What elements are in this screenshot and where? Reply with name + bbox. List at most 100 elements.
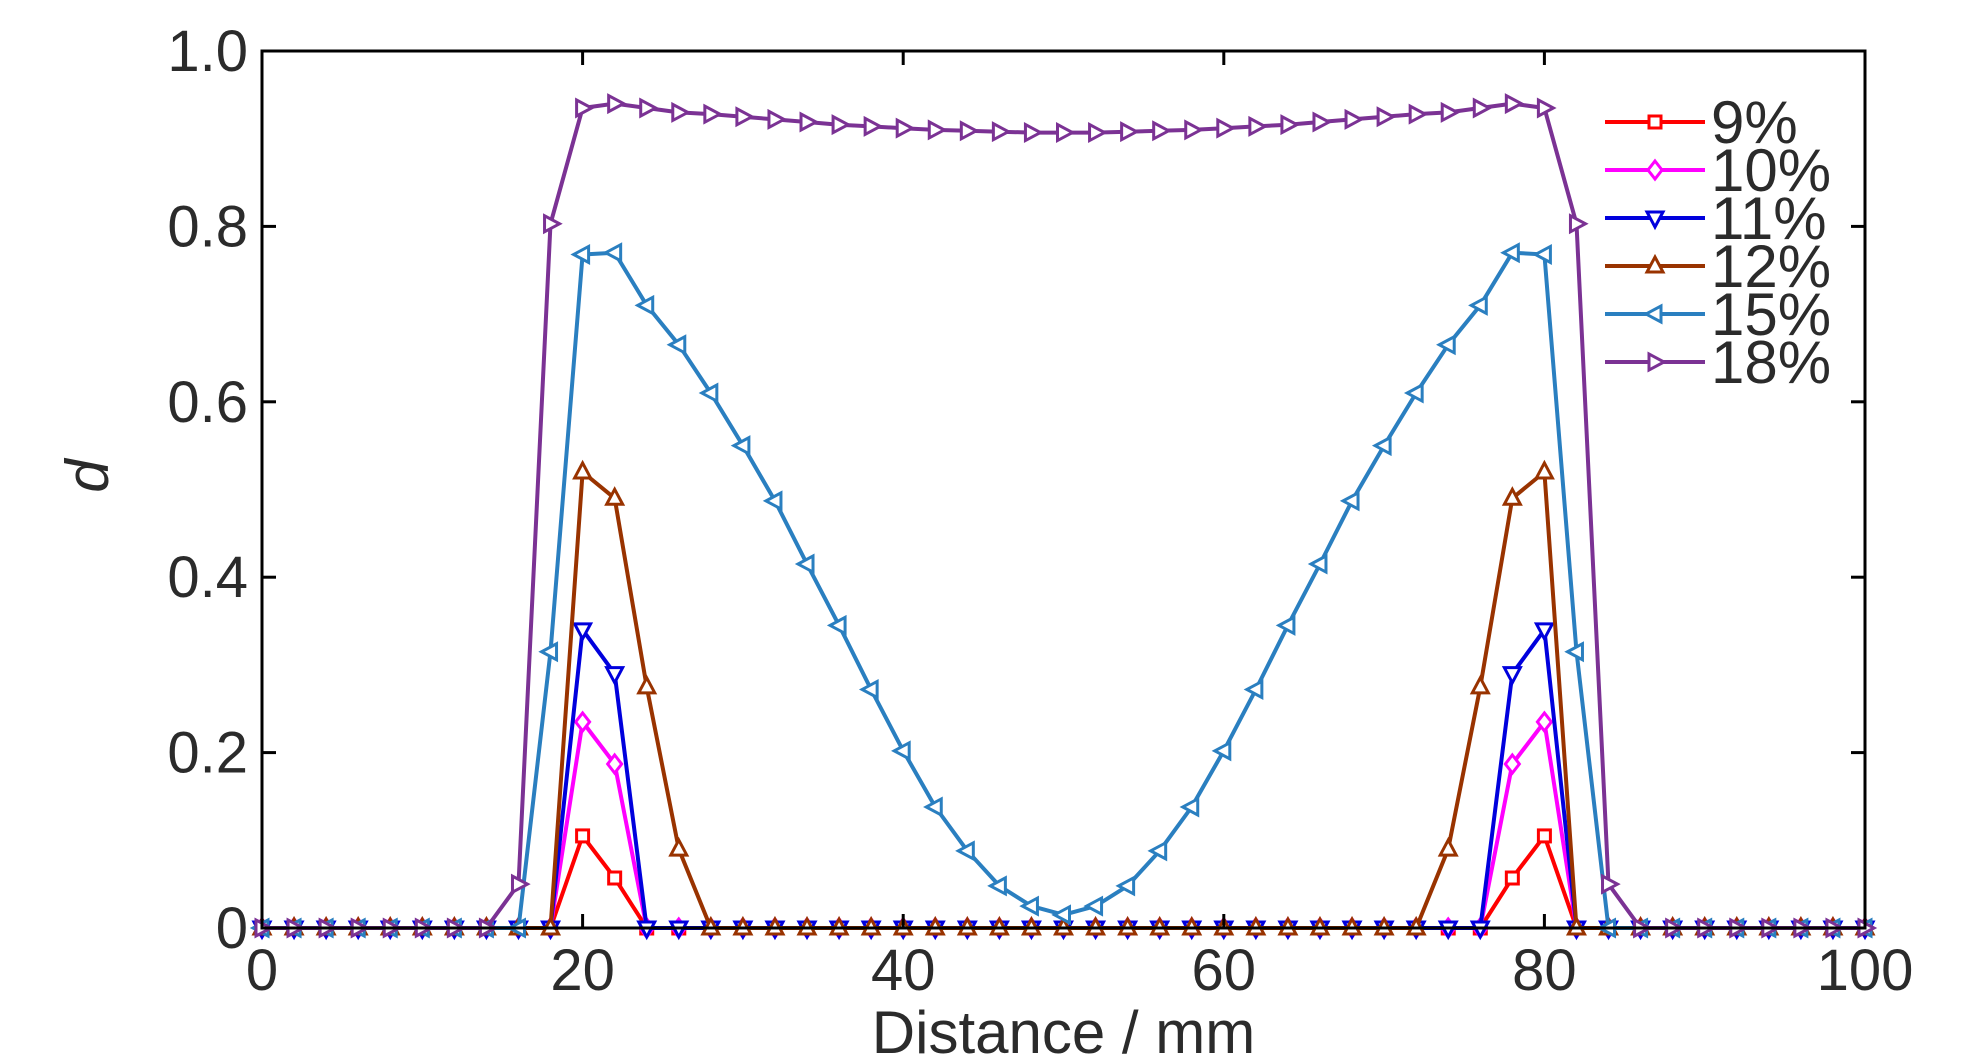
series-line xyxy=(262,101,1865,930)
data-point xyxy=(1500,242,1520,264)
data-point xyxy=(1371,435,1392,457)
legend-marker xyxy=(1644,210,1666,231)
x-axis-title: Distance / mm xyxy=(872,999,1255,1063)
data-point xyxy=(1147,840,1168,862)
data-point xyxy=(891,740,911,762)
legend-entry: 11% xyxy=(1605,185,1827,252)
data-point xyxy=(1019,895,1039,917)
data-point xyxy=(604,666,626,686)
x-tick-label: 40 xyxy=(871,938,936,1003)
data-point xyxy=(1472,97,1493,119)
data-point xyxy=(730,435,751,457)
x-tick-label: 80 xyxy=(1512,938,1577,1003)
data-point xyxy=(1307,553,1328,575)
data-point xyxy=(831,114,852,136)
legend-label: 10% xyxy=(1711,137,1831,204)
data-point xyxy=(634,294,655,316)
tick-labels: 0 20 40 60 80 100 0 0.2 0.4 0.6 0.8 1.0 xyxy=(167,19,1913,1003)
data-point xyxy=(762,490,783,512)
data-point xyxy=(1211,740,1232,762)
data-point xyxy=(602,242,623,264)
series-4 xyxy=(249,242,1873,939)
legend-marker xyxy=(1646,158,1664,182)
legend-entry: 18% xyxy=(1605,329,1831,396)
data-point xyxy=(572,459,594,480)
data-point xyxy=(1376,106,1397,128)
legend-label: 15% xyxy=(1711,281,1831,348)
data-point xyxy=(1536,97,1557,119)
data-point xyxy=(1532,243,1552,265)
data-point xyxy=(604,486,626,506)
legend-entry: 10% xyxy=(1605,137,1831,204)
data-point xyxy=(1120,121,1140,143)
axis-ticks xyxy=(260,49,1867,930)
data-point xyxy=(826,614,847,636)
data-point xyxy=(605,752,624,776)
plot-area-frame xyxy=(260,49,1867,930)
legend-marker xyxy=(1647,114,1663,130)
data-point xyxy=(543,213,563,235)
data-point xyxy=(572,622,594,643)
x-tick-label: 100 xyxy=(1817,938,1914,1003)
data-point xyxy=(1533,622,1555,643)
legend-marker xyxy=(1647,351,1668,373)
data-point xyxy=(636,674,658,695)
data-point xyxy=(858,678,879,700)
data-point xyxy=(794,553,815,575)
series-line xyxy=(262,627,1865,930)
legend: 9%10%11%12%15%18% xyxy=(1605,89,1831,396)
data-point xyxy=(1535,710,1554,734)
legend-label: 12% xyxy=(1711,233,1831,300)
series-line xyxy=(262,470,1865,930)
x-tick-label: 0 xyxy=(246,938,278,1003)
data-point xyxy=(1536,828,1552,844)
data-point xyxy=(1344,108,1365,130)
data-point xyxy=(573,710,592,734)
data-point xyxy=(1339,490,1360,512)
legend-label: 11% xyxy=(1711,185,1827,252)
data-point xyxy=(959,120,980,142)
data-point xyxy=(1275,614,1296,636)
series-line xyxy=(262,250,1865,930)
data-point xyxy=(895,117,916,139)
legend-marker xyxy=(1644,253,1666,274)
data-point xyxy=(1056,122,1076,144)
data-point xyxy=(1243,678,1264,700)
series-line xyxy=(262,719,1865,930)
data-point xyxy=(1051,904,1071,926)
data-point xyxy=(671,101,691,123)
data-point xyxy=(575,97,595,119)
series-5 xyxy=(254,93,1878,939)
x-tick-label: 60 xyxy=(1192,938,1257,1003)
data-point xyxy=(698,382,719,404)
data-point xyxy=(1083,895,1104,917)
data-point xyxy=(607,93,627,115)
data-point xyxy=(863,115,884,137)
y-tick-label: 0 xyxy=(216,896,248,961)
data-point xyxy=(1088,122,1108,144)
data-point xyxy=(1504,93,1525,115)
data-point xyxy=(987,875,1007,897)
data-point xyxy=(666,334,687,356)
data-point xyxy=(1564,641,1584,663)
x-tick-label: 20 xyxy=(550,938,615,1003)
data-point xyxy=(1312,111,1333,133)
y-tick-label: 0.6 xyxy=(167,370,248,435)
data-point xyxy=(799,111,820,133)
data-point xyxy=(1403,382,1424,404)
data-point xyxy=(735,106,756,128)
data-point xyxy=(1468,294,1488,316)
y-tick-label: 1.0 xyxy=(167,19,248,84)
data-point xyxy=(1248,115,1269,137)
data-point xyxy=(1436,334,1456,356)
data-point xyxy=(1408,103,1429,125)
data-point xyxy=(1184,119,1204,141)
data-point xyxy=(1216,117,1236,139)
data-point xyxy=(991,121,1012,143)
legend-label: 18% xyxy=(1711,329,1831,396)
data-point xyxy=(575,828,591,844)
data-point xyxy=(570,243,591,265)
data-point xyxy=(1568,213,1589,235)
data-point xyxy=(1501,486,1523,506)
data-point xyxy=(1503,752,1522,776)
